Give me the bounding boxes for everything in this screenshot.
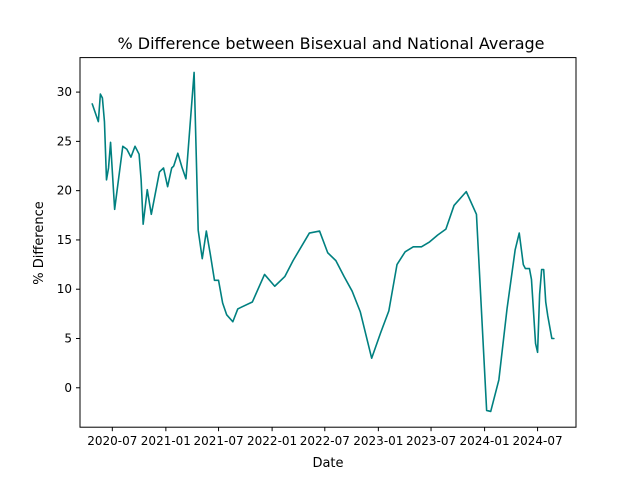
y-axis-label: % Difference [32,201,47,285]
x-tick-label: 2024-01 [460,434,510,448]
x-tick-label: 2021-07 [193,434,243,448]
x-tick-label: 2024-07 [513,434,563,448]
y-tick-label: 10 [57,282,72,296]
plot-frame [79,57,577,428]
y-tick-label: 25 [57,134,72,148]
x-axis-label: Date [312,456,343,471]
x-tick-label: 2023-01 [353,434,403,448]
x-tick-label: 2020-07 [87,434,137,448]
chart-title: % Difference between Bisexual and Nation… [117,34,544,53]
y-tick-label: 20 [57,184,72,198]
series-line-0 [91,71,555,413]
y-tick-label: 30 [57,85,72,99]
plot-area [91,71,555,413]
x-tick-label: 2022-01 [247,434,297,448]
y-tick-label: 5 [64,331,72,345]
y-axis: 0 5 10 15 20 25 30 [57,85,80,395]
x-tick-label: 2023-07 [406,434,456,448]
y-tick-label: 0 [64,381,72,395]
x-tick-label: 2022-07 [300,434,350,448]
x-tick-label: 2021-01 [141,434,191,448]
x-axis: 2020-07 2021-01 2021-07 2022-01 2022-07 2023-… [87,427,563,448]
y-tick-label: 15 [57,233,72,247]
